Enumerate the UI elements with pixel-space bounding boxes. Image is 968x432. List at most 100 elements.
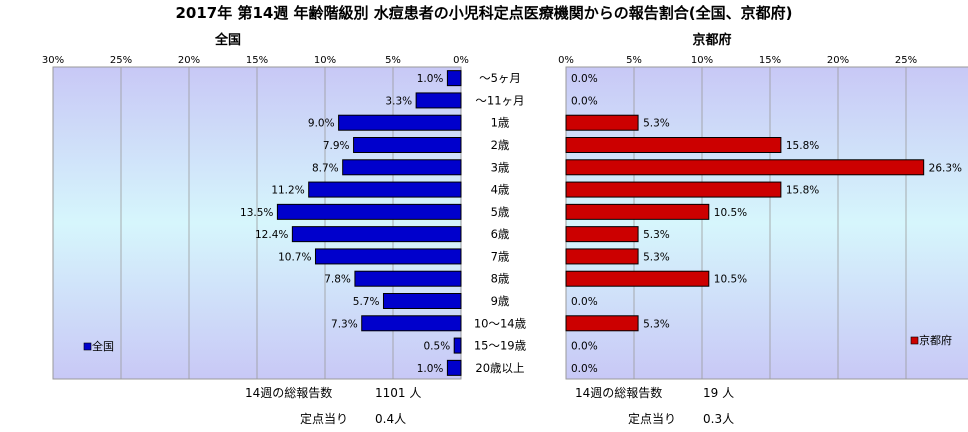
national-bar bbox=[446, 359, 462, 376]
national-data-label: 11.2% bbox=[271, 185, 304, 197]
national-tick-label: 10% bbox=[314, 55, 336, 66]
kyoto-bar bbox=[565, 248, 639, 265]
category-label: 8歳 bbox=[491, 272, 510, 286]
kyoto-tick-label: 15% bbox=[759, 55, 781, 66]
kyoto-data-label: 0.0% bbox=[571, 95, 598, 107]
national-data-label: 12.4% bbox=[255, 229, 288, 241]
kyoto-bar bbox=[565, 114, 639, 131]
kyoto-bar bbox=[565, 181, 782, 198]
kyoto-data-label: 0.0% bbox=[571, 73, 598, 85]
national-bar bbox=[342, 159, 462, 176]
kyoto-data-labels: 0.0% 0.0% 5.3% 15.8% 26.3% 15.8% 10.5% 5.3% 5.3%… bbox=[571, 73, 962, 375]
kyoto-total-value: 19 人 bbox=[703, 386, 735, 400]
kyoto-bar bbox=[565, 270, 710, 287]
kyoto-bars bbox=[565, 114, 925, 332]
national-bar bbox=[415, 92, 462, 109]
kyoto-data-label: 5.3% bbox=[643, 251, 670, 263]
kyoto-bar bbox=[565, 137, 782, 153]
national-bars bbox=[276, 70, 462, 376]
national-tick-label: 30% bbox=[42, 55, 64, 66]
national-data-label: 3.3% bbox=[385, 95, 412, 107]
kyoto-legend-label: 京都府 bbox=[919, 333, 952, 347]
national-data-label: 1.0% bbox=[417, 73, 444, 85]
kyoto-per-value: 0.3人 bbox=[703, 412, 735, 426]
category-label: ～5ヶ月 bbox=[479, 71, 521, 85]
national-bar bbox=[276, 203, 462, 220]
category-label: 9歳 bbox=[491, 294, 510, 308]
national-data-label: 9.0% bbox=[308, 118, 335, 130]
kyoto-axis-ticks: 0% 5% 10% 15% 20% 25% bbox=[558, 55, 917, 66]
category-label: 15～19歳 bbox=[474, 339, 527, 353]
kyoto-total-label: 14週の総報告数 bbox=[575, 386, 663, 400]
national-data-label: 1.0% bbox=[417, 363, 444, 375]
kyoto-data-label: 5.3% bbox=[643, 229, 670, 241]
kyoto-bar bbox=[565, 226, 639, 243]
kyoto-tick-label: 0% bbox=[558, 55, 574, 66]
national-bar bbox=[446, 70, 462, 87]
national-data-label: 10.7% bbox=[278, 251, 311, 263]
national-bar bbox=[453, 337, 462, 354]
national-tick-label: 0% bbox=[453, 55, 469, 66]
kyoto-tick-label: 20% bbox=[827, 55, 849, 66]
national-tick-label: 5% bbox=[385, 55, 401, 66]
category-label: 4歳 bbox=[491, 183, 510, 197]
kyoto-bar bbox=[565, 159, 925, 176]
main-title: 2017年 第14週 年齢階級別 水痘患者の小児科定点医療機関からの報告割合(全… bbox=[175, 4, 793, 22]
national-bar bbox=[361, 315, 462, 332]
national-bar bbox=[314, 248, 462, 265]
national-total-label: 14週の総報告数 bbox=[245, 386, 333, 400]
national-axis-ticks: 0% 5% 10% 15% 20% 25% 30% bbox=[42, 55, 469, 66]
national-per-label: 定点当り bbox=[300, 412, 349, 426]
national-tick-label: 20% bbox=[178, 55, 200, 66]
national-data-label: 7.9% bbox=[323, 140, 350, 152]
kyoto-data-label: 0.0% bbox=[571, 363, 598, 375]
national-data-label: 5.7% bbox=[353, 296, 380, 308]
national-bar bbox=[353, 137, 462, 153]
kyoto-bar bbox=[565, 315, 639, 332]
kyoto-data-label: 5.3% bbox=[643, 318, 670, 330]
kyoto-data-label: 5.3% bbox=[643, 118, 670, 130]
category-label: 10～14歳 bbox=[474, 316, 527, 330]
national-tick-label: 25% bbox=[110, 55, 132, 66]
category-label: 6歳 bbox=[491, 227, 510, 241]
kyoto-bar bbox=[565, 203, 710, 220]
category-label: 7歳 bbox=[491, 249, 510, 263]
kyoto-data-label: 10.5% bbox=[714, 274, 747, 286]
national-bar bbox=[382, 293, 462, 309]
kyoto-per-label: 定点当り bbox=[628, 412, 677, 426]
category-label: 20歳以上 bbox=[475, 361, 524, 375]
national-legend-swatch bbox=[83, 342, 92, 351]
national-per-value: 0.4人 bbox=[375, 412, 407, 426]
category-label: 2歳 bbox=[491, 138, 510, 152]
kyoto-data-label: 0.0% bbox=[571, 296, 598, 308]
category-label: 5歳 bbox=[491, 205, 510, 219]
national-bar bbox=[308, 181, 462, 198]
kyoto-data-label: 15.8% bbox=[786, 185, 819, 197]
kyoto-legend-swatch bbox=[910, 336, 919, 345]
kyoto-data-label: 15.8% bbox=[786, 140, 819, 152]
category-label: 3歳 bbox=[491, 160, 510, 174]
national-data-labels: 1.0% 3.3% 9.0% 7.9% 8.7% 11.2% 13.5% 12.4% 10.7%… bbox=[240, 73, 450, 375]
national-data-label: 13.5% bbox=[240, 207, 273, 219]
national-legend-label: 全国 bbox=[92, 339, 114, 353]
national-panel-title: 全国 bbox=[214, 32, 241, 48]
category-labels: ～5ヶ月 ～11ヶ月 1歳 2歳 3歳 4歳 5歳 6歳 7歳 8歳 9歳 10～14歳 15～19歳 2… bbox=[474, 71, 527, 375]
kyoto-panel-title: 京都府 bbox=[692, 32, 731, 48]
kyoto-tick-label: 25% bbox=[895, 55, 917, 66]
category-label: 1歳 bbox=[491, 116, 510, 130]
category-label: ～11ヶ月 bbox=[475, 93, 524, 107]
national-tick-label: 15% bbox=[246, 55, 268, 66]
national-data-label: 8.7% bbox=[312, 162, 339, 174]
kyoto-data-label: 0.0% bbox=[571, 341, 598, 353]
national-data-label: 7.8% bbox=[324, 274, 351, 286]
kyoto-tick-label: 5% bbox=[626, 55, 642, 66]
kyoto-data-label: 26.3% bbox=[929, 162, 962, 174]
kyoto-plot-area bbox=[565, 66, 968, 380]
kyoto-tick-label: 10% bbox=[691, 55, 713, 66]
kyoto-data-label: 10.5% bbox=[714, 207, 747, 219]
national-bar bbox=[291, 226, 462, 243]
national-data-label: 0.5% bbox=[424, 341, 451, 353]
national-data-label: 7.3% bbox=[331, 318, 358, 330]
national-bar bbox=[354, 270, 462, 287]
